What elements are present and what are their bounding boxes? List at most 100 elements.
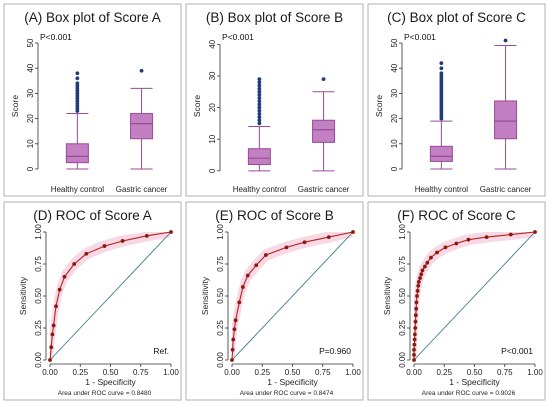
x-tick-label: 0.50 — [103, 368, 119, 377]
outlier-point — [257, 83, 262, 88]
outlier-point — [75, 81, 80, 86]
y-axis-label: Score — [374, 95, 384, 117]
outlier-point — [503, 38, 508, 43]
roc-point — [419, 272, 424, 277]
auc-label: Area under ROC curve = 0.9026 — [422, 390, 516, 397]
outlier-point — [257, 112, 262, 116]
p-value-annotation: P<0.001 — [40, 32, 72, 42]
roc-point — [412, 332, 417, 337]
roc-point — [415, 294, 419, 298]
y-tick-label: 1.00 — [398, 224, 407, 240]
panel-4: (E) ROC of Score B 0.000.00 0.25 0.25 0.50 0.… — [185, 201, 364, 401]
roc-point — [263, 253, 268, 257]
roc-point — [54, 304, 58, 309]
y-tick-label: 0.75 — [216, 256, 225, 272]
y-tick-label: 0 — [390, 166, 399, 171]
box-iqr — [65, 143, 89, 164]
outlier-point — [257, 102, 262, 107]
roc-point — [412, 352, 416, 357]
reference-diagonal — [413, 231, 536, 361]
x-tick-label: 0.75 — [497, 368, 513, 377]
x-axis-label: 1 - Specificity — [449, 377, 500, 387]
outlier-point — [439, 66, 444, 71]
panel-5: (F) ROC of Score C 0.000.00 0.25 0.25 0.50 0.… — [367, 201, 546, 401]
x-tick-label: 0.00 — [224, 368, 240, 377]
roc-point — [230, 347, 235, 352]
roc-point — [414, 306, 419, 311]
y-axis-label: Score — [10, 95, 20, 117]
y-tick-label: 50 — [390, 38, 399, 47]
roc-point — [429, 255, 433, 260]
roc-confidence-band — [50, 232, 171, 360]
roc-point — [240, 285, 245, 289]
outlier-point — [257, 93, 262, 97]
comparison-annotation: P<0.001 — [501, 346, 533, 356]
y-tick-label: 30 — [390, 88, 399, 97]
panel-border — [3, 201, 182, 401]
box-iqr — [247, 148, 271, 166]
roc-point — [62, 274, 67, 279]
y-tick-label: 0.25 — [34, 320, 43, 336]
roc-point — [351, 230, 355, 234]
x-tick-label: 0.50 — [467, 368, 483, 377]
roc-curve-line — [413, 231, 536, 360]
y-tick-label: 0.50 — [398, 288, 407, 304]
y-tick-label: 10 — [390, 139, 399, 148]
roc-point — [84, 251, 89, 256]
chart-title: (D) ROC of Score A — [33, 208, 152, 223]
y-tick-label: 1.00 — [216, 224, 225, 240]
chart-title: (C) Box plot of Score C — [387, 10, 526, 25]
x-axis-label: 1 - Specificity — [267, 377, 318, 387]
roc-point — [51, 323, 56, 328]
chart-title: (B) Box plot of Score B — [206, 10, 343, 25]
outlier-point — [75, 76, 80, 81]
y-axis-label: Sensitivity — [200, 276, 210, 315]
x-category-label: Healthy control — [415, 185, 469, 194]
roc-point — [454, 241, 459, 246]
roc-point — [422, 264, 427, 269]
roc-point — [245, 273, 250, 278]
x-tick-label: 0.25 — [72, 368, 88, 377]
roc-point — [326, 235, 331, 240]
roc-point — [420, 268, 425, 273]
comparison-annotation: Ref. — [153, 346, 169, 356]
y-tick-label: 40 — [208, 39, 217, 48]
y-axis-label: Sensitivity — [18, 276, 28, 315]
x-tick-label: 0.75 — [133, 368, 149, 377]
box-iqr — [130, 113, 154, 140]
panel-3: (D) ROC of Score A 0.000.00 0.25 0.25 0.50 0.… — [3, 201, 182, 401]
y-tick-label: 0.25 — [216, 320, 225, 336]
panel-0: (A) Box plot of Score A 0 10 20 30 40 50 Score P… — [3, 3, 182, 197]
outlier-point — [257, 86, 262, 91]
roc-point — [435, 250, 439, 255]
y-tick-label: 20 — [208, 103, 217, 112]
x-tick-label: 0.50 — [285, 368, 301, 377]
panel-border — [3, 3, 182, 197]
y-tick-label: 0.50 — [216, 288, 225, 304]
roc-point — [415, 288, 420, 293]
roc-point — [72, 262, 77, 266]
outlier-point — [257, 108, 262, 113]
panel-border — [185, 3, 364, 197]
auc-label: Area under ROC curve = 0.8474 — [240, 390, 334, 397]
y-tick-label: 0 — [26, 166, 35, 171]
outlier-point — [257, 99, 262, 104]
roc-point — [508, 232, 513, 237]
roc-point — [443, 245, 448, 250]
panel-1: (B) Box plot of Score B 0 10 20 30 40 Score P<0… — [185, 3, 364, 197]
roc-point — [414, 300, 419, 305]
y-tick-label: 0.00 — [216, 352, 225, 368]
outlier-point — [257, 96, 262, 100]
roc-point — [57, 287, 62, 292]
outlier-point — [75, 71, 80, 76]
roc-point — [284, 245, 289, 250]
chart-title: (E) ROC of Score B — [215, 208, 334, 223]
roc-point — [412, 342, 417, 347]
box-iqr — [494, 100, 518, 140]
y-tick-label: 0.25 — [398, 320, 407, 336]
x-category-label: Gastric cancer — [480, 185, 532, 194]
panel-border — [367, 201, 546, 401]
x-category-label: Healthy control — [233, 185, 287, 194]
y-tick-label: 0 — [208, 168, 217, 173]
